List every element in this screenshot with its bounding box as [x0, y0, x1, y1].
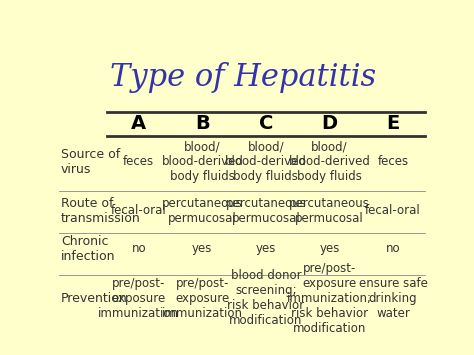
- Text: pre/post-
exposure
immunization: pre/post- exposure immunization: [98, 277, 179, 320]
- Text: A: A: [131, 114, 146, 133]
- Text: blood/
blood-derived
body fluids: blood/ blood-derived body fluids: [225, 140, 307, 183]
- Text: no: no: [386, 242, 401, 256]
- Text: percutaneous
permucosal: percutaneous permucosal: [226, 197, 306, 225]
- Text: Chronic
infection: Chronic infection: [61, 235, 116, 263]
- Text: E: E: [386, 114, 400, 133]
- Text: pre/post-
exposure
immunization;
risk behavior
modification: pre/post- exposure immunization; risk be…: [287, 262, 372, 335]
- Text: pre/post-
exposure
immunization: pre/post- exposure immunization: [162, 277, 243, 320]
- Text: blood/
blood-derived
body fluids: blood/ blood-derived body fluids: [161, 140, 243, 183]
- Text: ensure safe
drinking
water: ensure safe drinking water: [358, 277, 428, 320]
- Text: D: D: [321, 114, 337, 133]
- Text: yes: yes: [255, 242, 276, 256]
- Text: feces: feces: [377, 155, 409, 168]
- Text: C: C: [259, 114, 273, 133]
- Text: no: no: [131, 242, 146, 256]
- Text: fecal-oral: fecal-oral: [365, 204, 421, 217]
- Text: B: B: [195, 114, 210, 133]
- Text: Type of Hepatitis: Type of Hepatitis: [110, 62, 376, 93]
- Text: yes: yes: [192, 242, 212, 256]
- Text: blood/
blood-derived
body fluids: blood/ blood-derived body fluids: [289, 140, 370, 183]
- Text: blood donor
screening;
risk behavior
modification: blood donor screening; risk behavior mod…: [228, 269, 304, 327]
- Text: Prevention: Prevention: [61, 292, 128, 305]
- Text: percutaneous
permucosal: percutaneous permucosal: [289, 197, 370, 225]
- Text: Route of
transmission: Route of transmission: [61, 197, 141, 225]
- Text: fecal-oral: fecal-oral: [111, 204, 167, 217]
- Text: percutaneous
permucosal: percutaneous permucosal: [162, 197, 243, 225]
- Text: feces: feces: [123, 155, 155, 168]
- Text: yes: yes: [319, 242, 340, 256]
- Text: Source of
virus: Source of virus: [61, 148, 120, 175]
